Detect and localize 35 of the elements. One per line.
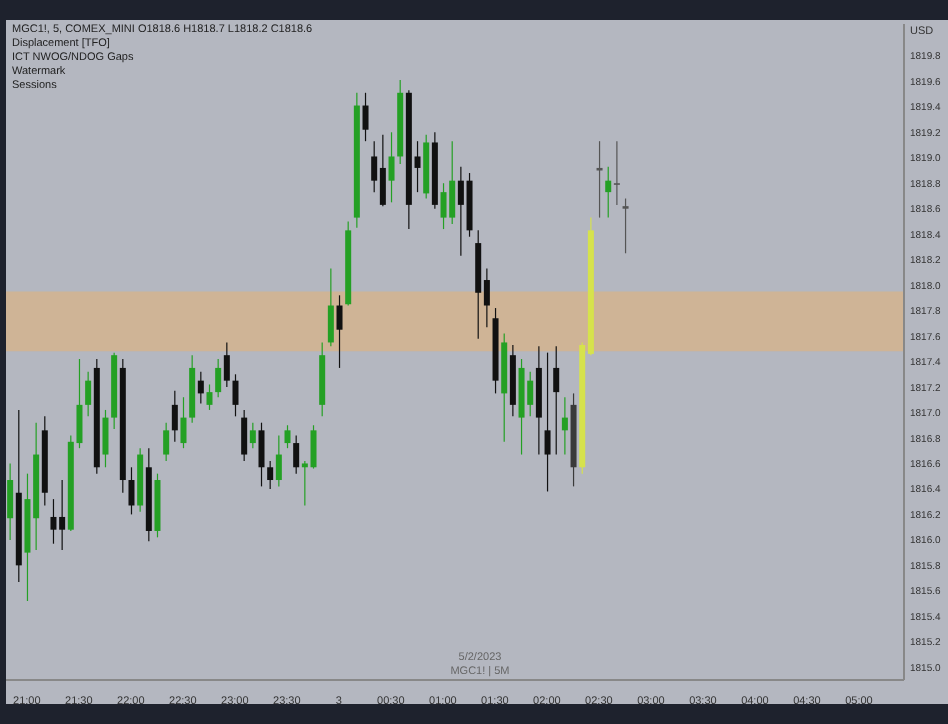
candlestick [128, 466, 135, 516]
candlestick [379, 134, 386, 207]
candlestick [275, 434, 282, 487]
candlestick [197, 371, 204, 405]
candlestick [362, 92, 369, 142]
candlestick [267, 460, 274, 490]
candlestick [544, 352, 551, 493]
candlestick [388, 131, 395, 203]
candlestick [206, 383, 213, 411]
candlestick [327, 267, 334, 347]
candlestick [613, 140, 620, 206]
candlestick [232, 373, 239, 417]
candlestick [223, 341, 230, 388]
candlestick [171, 390, 178, 443]
candlestick [622, 197, 629, 254]
candlestick [284, 424, 291, 449]
candlestick [449, 140, 456, 225]
candlestick [163, 422, 170, 462]
candlestick [561, 396, 568, 456]
candlestick [310, 424, 317, 470]
candlestick [553, 345, 560, 456]
candlestick [7, 462, 14, 541]
candlestick [258, 422, 265, 487]
candlestick [102, 409, 109, 468]
candlestick [249, 422, 256, 449]
candlestick [215, 358, 222, 398]
candlestick [336, 294, 343, 369]
candlestick [180, 396, 187, 449]
candlestick [440, 182, 447, 230]
candlestick [241, 409, 248, 462]
candlestick [85, 371, 92, 417]
candlestick [50, 498, 57, 545]
candlestick [605, 166, 612, 219]
candlestick [293, 434, 300, 475]
candlestick [527, 371, 534, 417]
